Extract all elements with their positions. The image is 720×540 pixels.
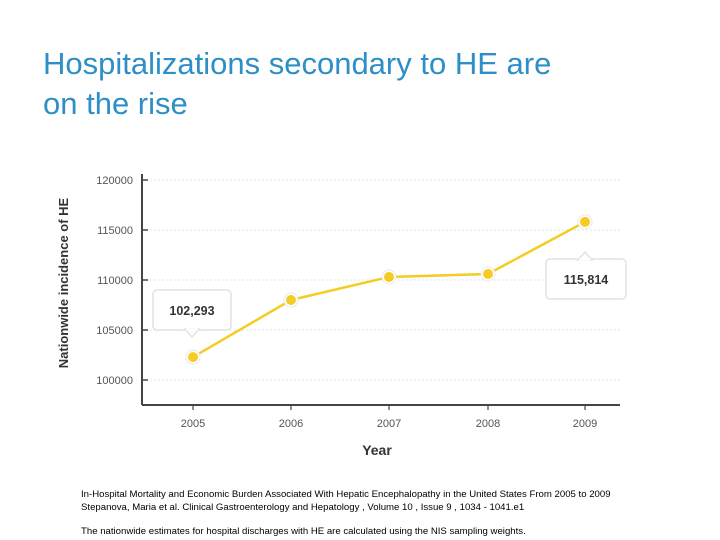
series-line-layer	[192, 220, 586, 359]
series-line	[192, 220, 586, 359]
callout-115,814: 115,814	[545, 250, 627, 300]
y-axis-label: Nationwide incidence of HE	[56, 197, 71, 368]
x-tick-label: 2006	[279, 418, 303, 430]
x-tick-label: 2008	[476, 418, 500, 430]
y-tick-label: 120000	[96, 175, 133, 187]
x-tick-label: 2005	[181, 418, 205, 430]
callout-value: 102,293	[169, 304, 214, 318]
y-tick-label: 110000	[97, 275, 133, 287]
axes: 100000 105000 110000 115000 120000 2005 2006 20…	[96, 174, 620, 430]
data-points	[185, 214, 593, 365]
callout-value: 115,814	[564, 273, 609, 287]
y-tick-label: 100000	[96, 375, 133, 387]
x-tick-label: 2009	[573, 418, 597, 430]
data-point	[188, 352, 198, 363]
footnote-citation: Stepanova, Maria et al. Clinical Gastroe…	[81, 502, 525, 513]
footnote-method: The nationwide estimates for hospital di…	[81, 526, 526, 537]
y-tick-label: 115000	[97, 225, 133, 237]
x-tick-label: 2007	[377, 418, 401, 430]
data-point	[483, 269, 493, 279]
callout-102,293: 102,293	[152, 289, 232, 339]
data-point	[580, 216, 590, 227]
slide-title-line-2: on the rise	[43, 86, 188, 121]
x-axis-label: Year	[362, 442, 392, 458]
callouts: 102,293 115,814	[152, 250, 627, 339]
data-point	[384, 272, 394, 282]
footnote-source-title: In-Hospital Mortality and Economic Burde…	[81, 489, 611, 500]
slide-title: Hospitalizations secondary to HE are on …	[43, 44, 683, 124]
slide-title-line-1: Hospitalizations secondary to HE are	[43, 46, 552, 81]
y-tick-label: 105000	[96, 325, 133, 337]
data-point	[286, 295, 296, 305]
